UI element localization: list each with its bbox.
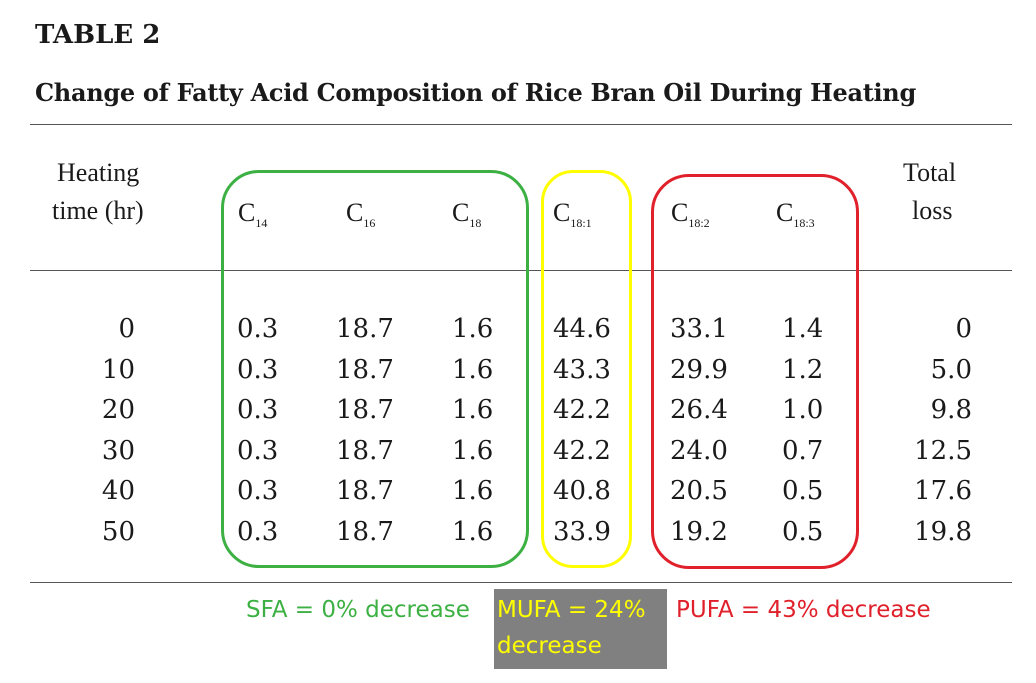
cell-c16: 18.7 (336, 435, 394, 466)
cell-total: 5.0 (930, 354, 972, 385)
cell-c18-1: 42.2 (553, 435, 611, 466)
cell-c14: 0.3 (237, 354, 279, 385)
cell-c18-2: 20.5 (670, 476, 728, 507)
header-rule (30, 270, 1012, 271)
bottom-rule (30, 582, 1012, 583)
cell-c14: 0.3 (237, 314, 279, 344)
cell-c18-3: 0.5 (782, 517, 824, 547)
cell-time: 0 (118, 314, 135, 344)
cell-c18-1: 42.2 (553, 395, 611, 426)
cell-c18-2: 24.0 (670, 435, 728, 466)
header-total-line1: Total (903, 158, 957, 187)
cell-c18: 1.6 (452, 517, 494, 547)
pufa-annotation: PUFA = 43% decrease (676, 597, 931, 623)
pufa-highlight-box (651, 174, 859, 569)
cell-total: 12.5 (914, 435, 972, 466)
mufa-annotation-line1: MUFA = 24% (497, 597, 646, 623)
mufa-annotation: MUFA = 24% decrease (494, 589, 667, 669)
cell-c18-2: 26.4 (670, 395, 728, 426)
cell-c14: 0.3 (237, 476, 279, 507)
sfa-annotation: SFA = 0% decrease (246, 597, 470, 623)
cell-c18-2: 29.9 (670, 354, 728, 385)
cell-c18-3: 0.5 (782, 476, 824, 507)
header-heating-line2: time (hr) (52, 196, 144, 225)
cell-time: 20 (101, 395, 135, 426)
cell-c18: 1.6 (452, 476, 494, 507)
cell-c18-1: 40.8 (553, 476, 611, 507)
cell-c16: 18.7 (336, 395, 394, 426)
cell-c18: 1.6 (452, 354, 494, 385)
table-title: Change of Fatty Acid Composition of Rice… (35, 78, 916, 107)
cell-time: 10 (101, 354, 135, 385)
cell-c14: 0.3 (237, 435, 279, 466)
header-heating-line1: Heating (57, 158, 140, 187)
cell-time: 50 (101, 517, 135, 547)
cell-c16: 18.7 (336, 517, 394, 547)
cell-c16: 18.7 (336, 476, 394, 507)
cell-c16: 18.7 (336, 314, 394, 344)
cell-total: 17.6 (914, 476, 972, 507)
cell-time: 40 (101, 476, 135, 507)
cell-c18: 1.6 (452, 314, 494, 344)
header-c18-3: C18:3 (776, 198, 815, 231)
sfa-highlight-box (221, 170, 529, 568)
cell-total: 9.8 (930, 395, 972, 426)
mufa-annotation-line2: decrease (497, 633, 602, 659)
table-label: TABLE 2 (35, 20, 161, 50)
cell-c18-3: 1.0 (782, 395, 824, 426)
header-c18: C18 (452, 198, 482, 231)
mufa-highlight-box (541, 170, 632, 568)
top-rule (30, 124, 1012, 125)
cell-c18-3: 1.4 (782, 314, 824, 344)
cell-c18-1: 43.3 (553, 354, 611, 385)
cell-time: 30 (101, 435, 135, 466)
cell-c18: 1.6 (452, 435, 494, 466)
cell-total: 0 (955, 314, 972, 344)
cell-c18: 1.6 (452, 395, 494, 426)
header-c16: C16 (346, 198, 376, 231)
cell-c18-3: 0.7 (782, 435, 824, 466)
cell-c18-2: 33.1 (670, 314, 728, 344)
cell-total: 19.8 (914, 517, 972, 547)
header-total-line2: loss (912, 196, 953, 225)
cell-c16: 18.7 (336, 354, 394, 385)
header-c18-1: C18:1 (553, 198, 592, 231)
cell-c18-3: 1.2 (782, 354, 824, 385)
cell-c14: 0.3 (237, 395, 279, 426)
cell-c18-1: 44.6 (553, 314, 611, 344)
